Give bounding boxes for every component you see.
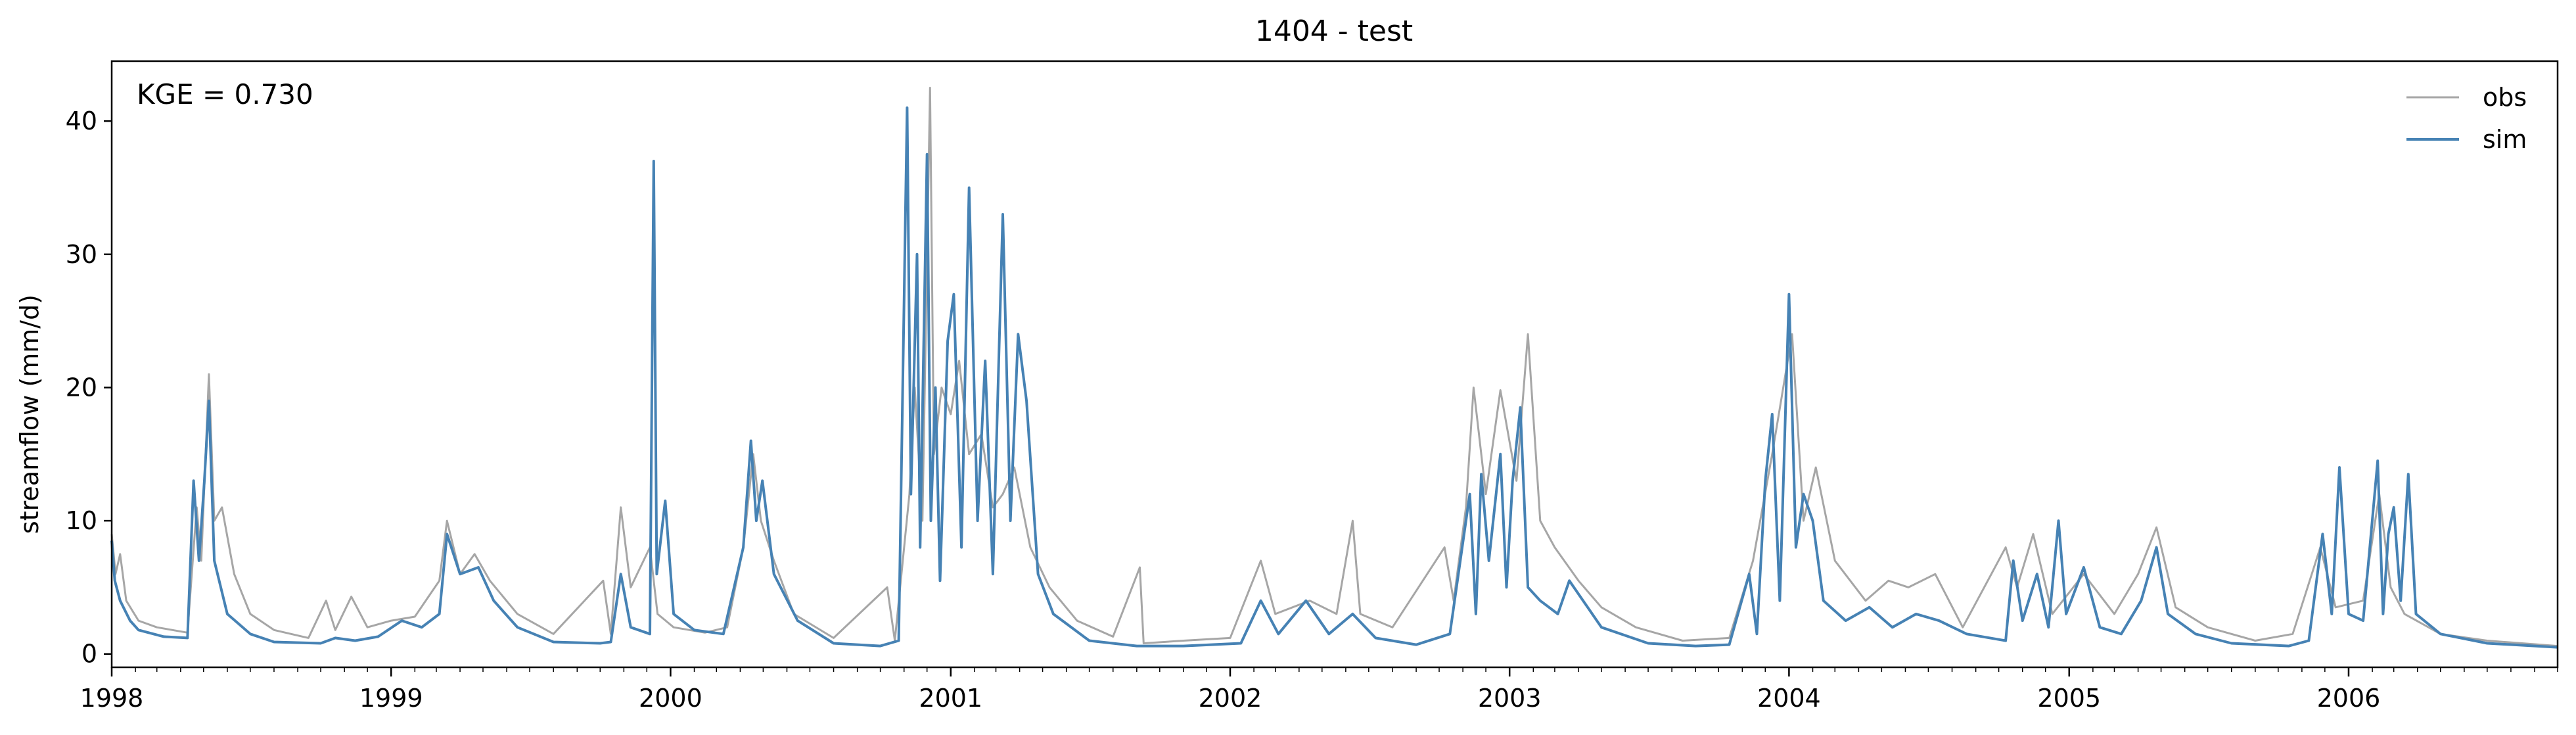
kge-annotation: KGE = 0.730 xyxy=(137,78,313,110)
legend-label-sim: sim xyxy=(2483,125,2527,154)
x-tick-label: 2003 xyxy=(1478,684,1542,713)
x-tick-label: 2006 xyxy=(2317,684,2381,713)
x-tick-label: 2005 xyxy=(2037,684,2101,713)
y-tick-label: 40 xyxy=(66,107,97,135)
plot-frame xyxy=(110,60,2559,669)
x-tick-label: 2000 xyxy=(639,684,702,713)
series-line-obs xyxy=(110,87,2558,648)
x-tick-label: 2001 xyxy=(919,684,982,713)
x-tick-label: 1999 xyxy=(359,684,423,713)
y-tick-label: 10 xyxy=(66,506,97,535)
x-tick-label: 2004 xyxy=(1757,684,1821,713)
legend-label-obs: obs xyxy=(2483,83,2527,112)
x-tick-label: 2002 xyxy=(1199,684,1262,713)
series-line-sim xyxy=(110,106,2558,649)
x-tick-label: 1998 xyxy=(80,684,144,713)
y-axis-label: streamflow (mm/d) xyxy=(15,295,44,534)
y-tick-label: 30 xyxy=(66,240,97,269)
y-tick-label: 20 xyxy=(66,373,97,402)
y-tick-label: 0 xyxy=(81,640,97,669)
chart-title: 1404 - test xyxy=(1255,14,1413,48)
legend: obs sim xyxy=(2406,83,2527,154)
plot-area: 0 10 20 30 40 1998 1999 2000 2001 2002 2003 2004 200… xyxy=(66,60,2559,713)
